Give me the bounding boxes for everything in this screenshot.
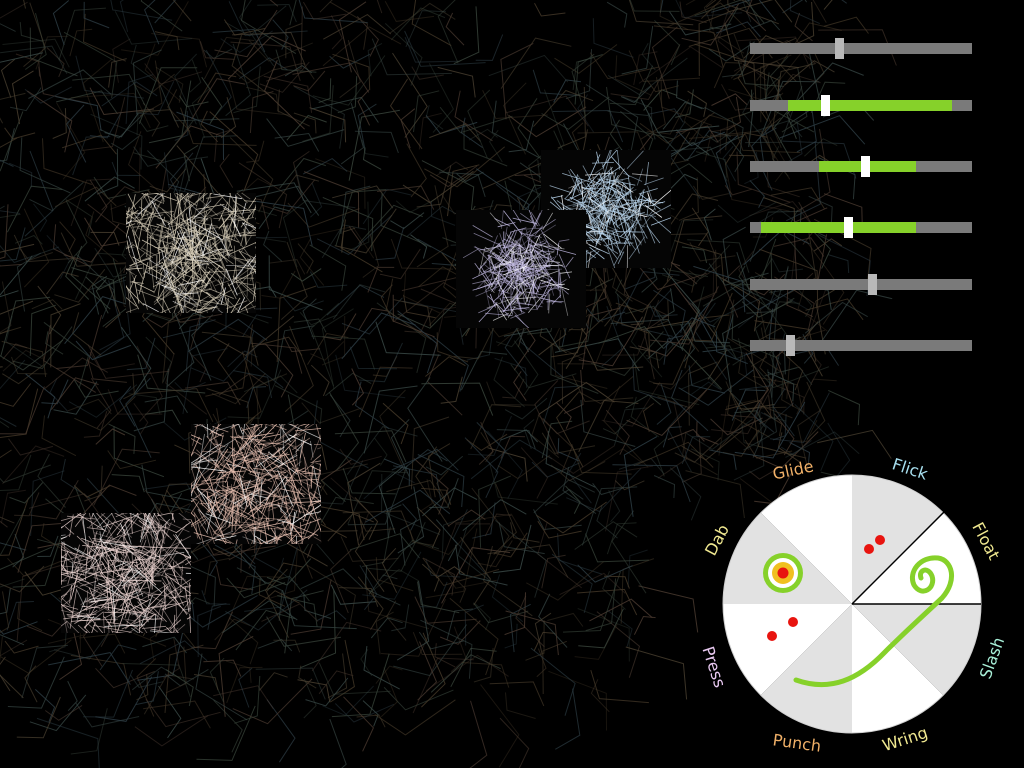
parameter-slider-6[interactable] [750,335,972,356]
parameter-slider-5[interactable] [750,274,972,295]
patch-white-pink [61,513,191,633]
slider-thumb[interactable] [868,274,878,295]
patch-blue [541,150,671,268]
parameter-slider-1[interactable] [750,38,972,59]
press-marker[interactable] [788,617,798,627]
brush-patches [61,150,671,633]
press-marker[interactable] [767,631,777,641]
slider-thumb[interactable] [821,95,831,116]
slider-thumb[interactable] [785,335,795,356]
wheel-divider [851,511,945,605]
slider-range[interactable] [761,222,917,233]
slider-thumb[interactable] [834,38,844,59]
flick-marker[interactable] [864,544,874,554]
trajectory-curve [793,555,954,688]
flick-marker[interactable] [875,535,885,545]
patch-pink [191,424,321,544]
slider-thumb[interactable] [861,156,871,177]
parameter-slider-2[interactable] [750,95,972,116]
parameter-slider-3[interactable] [750,156,972,177]
patch-purple [456,210,586,328]
parameter-slider-4[interactable] [750,217,972,238]
dab-target-marker[interactable] [763,553,803,593]
slider-thumb[interactable] [843,217,853,238]
slider-range[interactable] [787,100,952,111]
patch-beige [126,193,256,313]
